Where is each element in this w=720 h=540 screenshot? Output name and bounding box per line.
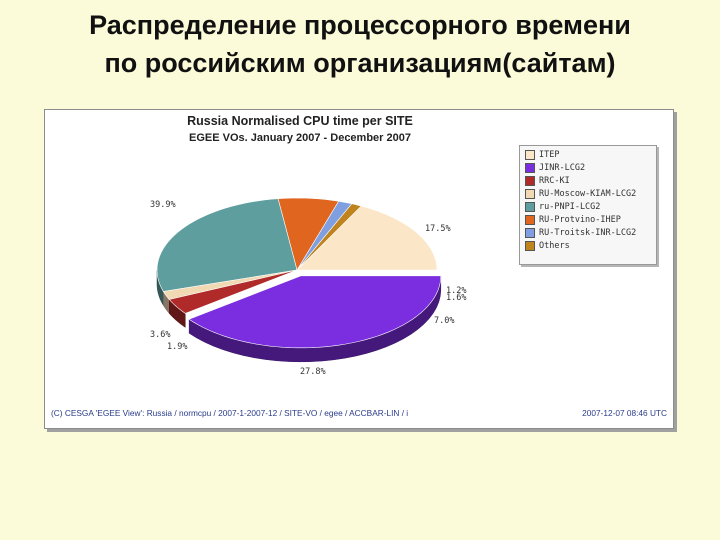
legend-item: RU-Moscow-KIAM-LCG2	[520, 188, 656, 201]
legend-swatch	[525, 202, 535, 212]
legend-swatch	[525, 240, 535, 251]
slice-label: 1.6%	[446, 293, 466, 303]
slice-label: 7.0%	[434, 316, 454, 326]
pie-slice	[188, 275, 442, 349]
legend-label: RRC-KI	[539, 176, 570, 187]
legend-label: ITEP	[539, 150, 560, 161]
slide-title-line-2: по российским организациям(сайтам)	[104, 48, 616, 78]
legend-swatch	[525, 163, 535, 174]
slice-label: 17.5%	[425, 224, 451, 234]
legend-swatch	[525, 189, 535, 200]
legend-item: JINR-LCG2	[520, 162, 656, 175]
chart-subtitle: EGEE VOs. January 2007 - December 2007	[189, 132, 411, 144]
pie-slice	[156, 198, 298, 292]
pie-slice	[277, 197, 340, 271]
slice-label: 27.8%	[300, 367, 326, 377]
legend-item: RU-Protvino-IHEP	[520, 213, 656, 226]
chart-legend: ITEP JINR-LCG2 RRC-KI RU-Moscow-KIAM-LCG2 ru…	[519, 145, 657, 265]
slide-title: Распределение процессорного времени по р…	[0, 6, 720, 82]
legend-swatch	[525, 214, 535, 225]
legend-item: ITEP	[520, 149, 656, 162]
legend-item: ru-PNPI-LCG2	[520, 201, 656, 214]
legend-label: Others	[539, 240, 570, 251]
legend-item: Others	[520, 239, 656, 252]
legend-label: ru-PNPI-LCG2	[539, 202, 601, 212]
legend-label: RU-Moscow-KIAM-LCG2	[539, 189, 637, 200]
slide-title-line-1: Распределение процессорного времени	[89, 10, 631, 40]
legend-item: RU-Troitsk-INR-LCG2	[520, 226, 656, 239]
pie-chart: 17.5% 1.2%1.6% 7.0% 27.8% 1.9% 3.6% 39.9%	[150, 197, 466, 377]
chart-footer-timestamp: 2007-12-07 08:46 UTC	[582, 408, 667, 418]
slice-label: 1.9%	[167, 342, 187, 352]
legend-label: JINR-LCG2	[539, 163, 586, 174]
chart-title: Russia Normalised CPU time per SITE	[187, 114, 413, 128]
legend-label: RU-Protvino-IHEP	[539, 214, 621, 225]
legend-swatch	[525, 176, 535, 187]
legend-swatch	[525, 150, 535, 161]
slice-label: 3.6%	[150, 330, 170, 340]
pie-slice	[296, 205, 438, 271]
pie-slice	[168, 269, 298, 314]
slice-label: 1.2%	[446, 286, 466, 296]
slice-label: 39.9%	[150, 200, 176, 210]
chart-panel: Russia Normalised CPU time per SITE EGEE…	[44, 109, 674, 429]
legend-label: RU-Troitsk-INR-LCG2	[539, 227, 637, 238]
legend-item: RRC-KI	[520, 175, 656, 188]
chart-footer-credit: (C) CESGA 'EGEE View': Russia / normcpu …	[51, 408, 409, 418]
legend-swatch	[525, 227, 535, 238]
